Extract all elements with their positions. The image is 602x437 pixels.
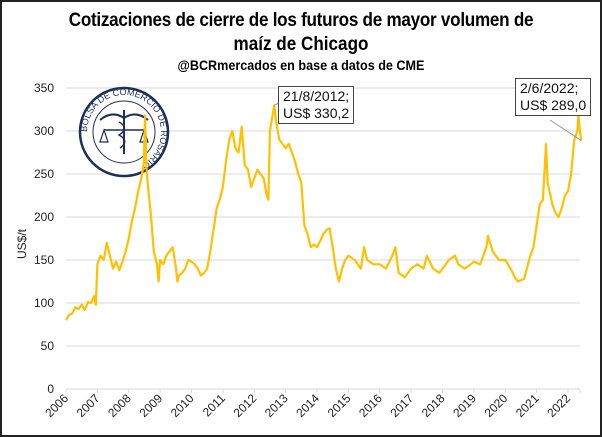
x-tick-label: 2019 bbox=[450, 391, 479, 420]
annotation-date: 2/6/2022; bbox=[520, 80, 579, 96]
x-tick-label: 2020 bbox=[482, 391, 511, 420]
x-tick-label: 2010 bbox=[168, 391, 197, 420]
bcr-logo: BOLSA DE COMERCIO DE ROSARIO bbox=[78, 86, 170, 178]
annotation-date: 21/8/2012; bbox=[283, 88, 350, 104]
x-tick-label: 2016 bbox=[356, 391, 385, 420]
y-tick-label: 100 bbox=[34, 296, 54, 310]
y-tick-label: 200 bbox=[34, 210, 54, 224]
y-tick-label: 150 bbox=[34, 253, 54, 267]
annotation-2022: 2/6/2022; US$ 289,0 bbox=[515, 78, 592, 116]
y-axis-label: US$/t bbox=[15, 228, 29, 259]
x-tick-label: 2017 bbox=[387, 391, 416, 420]
x-tick-label: 2022 bbox=[544, 391, 573, 420]
x-tick-label: 2014 bbox=[293, 391, 322, 420]
x-tick-label: 2013 bbox=[262, 391, 291, 420]
x-tick-label: 2018 bbox=[419, 391, 448, 420]
x-tick-label: 2021 bbox=[513, 391, 542, 420]
y-tick-label: 50 bbox=[41, 339, 55, 353]
x-tick-label: 2011 bbox=[200, 391, 228, 419]
annotation-peak-2012: 21/8/2012; US$ 330,2 bbox=[278, 86, 355, 124]
annotation-value: US$ 289,0 bbox=[520, 97, 587, 113]
x-tick-label: 2012 bbox=[231, 391, 260, 420]
y-tick-label: 300 bbox=[34, 124, 54, 138]
x-tick-label: 2015 bbox=[325, 391, 354, 420]
annotation-value: US$ 330,2 bbox=[283, 105, 350, 121]
x-tick-label: 2008 bbox=[105, 391, 134, 420]
y-tick-label: 0 bbox=[47, 382, 54, 396]
y-tick-label: 350 bbox=[34, 81, 54, 95]
series-line bbox=[65, 104, 583, 321]
chart-title-line-1: Cotizaciones de cierre de los futuros de… bbox=[68, 10, 534, 31]
chart-subtitle: @BCRmercados en base a datos de CME bbox=[177, 57, 425, 73]
annotation-leader-2 bbox=[549, 119, 582, 141]
chart-title-line-2: maíz de Chicago bbox=[233, 34, 369, 55]
x-tick-label: 2009 bbox=[136, 391, 165, 420]
y-tick-label: 250 bbox=[34, 167, 54, 181]
x-tick-label: 2007 bbox=[74, 391, 103, 420]
